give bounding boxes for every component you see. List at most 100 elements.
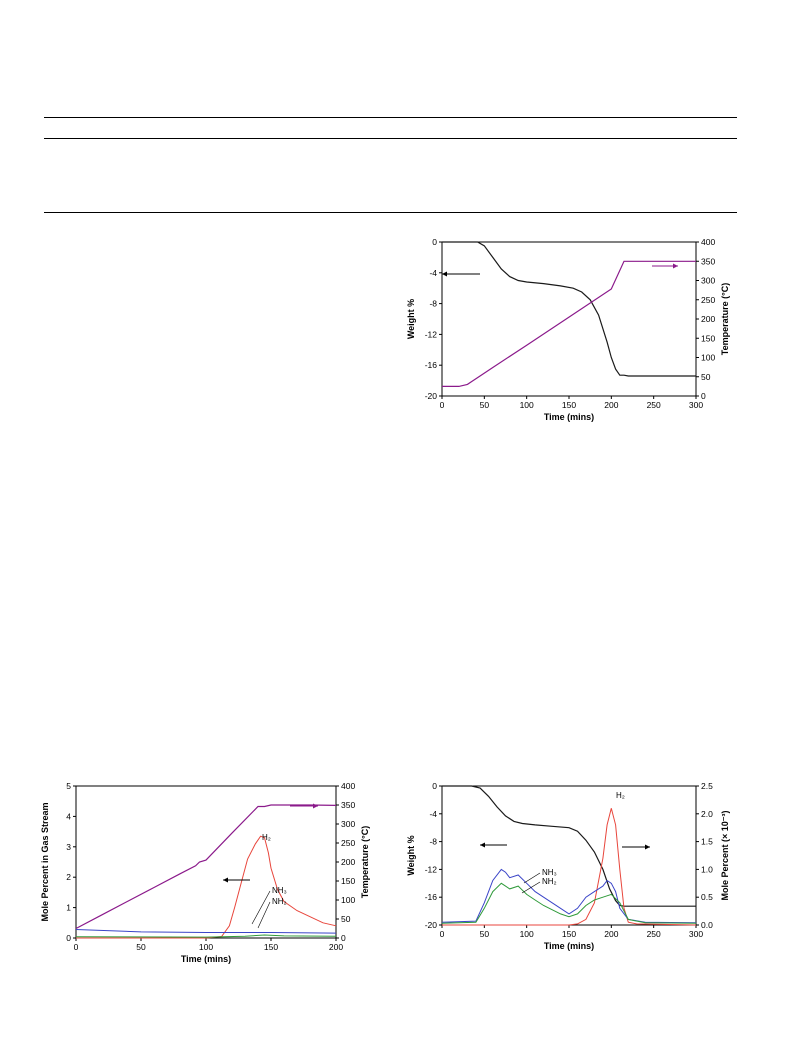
x-tick-label: 200 [604,929,618,939]
y-tick-label: -4 [429,809,437,819]
y-tick-label: -16 [425,892,438,902]
y2-tick-label: 300 [341,819,355,829]
x-tick-label: 0 [74,942,79,952]
x-tick-label: 0 [440,929,445,939]
y-tick-label: 0 [432,781,437,791]
y-tick-label: -20 [425,920,438,930]
y2-axis-label: Temperature (°C) [720,283,730,355]
x-axis-label: Time (mins) [544,941,594,951]
y2-tick-label: 0 [701,391,706,401]
x-tick-label: 250 [647,929,661,939]
weight-mole-percent-chart: 0 50 100 150 200 250 300 0 -4 -8 -12 -16 -20 2.5 2.0 1.… [400,765,745,965]
chart-svg-weight-temperature: 0 50 100 150 200 250 3000-4-8-12-16-2040035030… [406,237,730,422]
annotation-h2: H₂ [616,791,625,800]
x-axis-label: Time (mins) [544,412,594,422]
y-tick-label: 0 [432,237,437,247]
axis-arrow-head [673,263,678,269]
annotation-leader [251,890,271,925]
y2-tick-label: 300 [701,276,715,286]
y-tick-label: -12 [425,329,438,339]
y2-tick-label: 2.5 [701,781,713,791]
y2-axis-label: Temperature (°C) [360,826,370,898]
y2-tick-label: 0.5 [701,892,713,902]
annotation-nh3: NH₃ [542,868,557,877]
y2-tick-label: 200 [701,314,715,324]
series-h2-line [442,808,697,926]
plot-frame [75,785,337,939]
y2-tick-label: 200 [341,857,355,867]
y-tick-label: 2 [66,872,71,882]
y2-tick-label: 350 [341,800,355,810]
y2-tick-label: 2.0 [701,809,713,819]
y2-tick-label: 400 [341,781,355,791]
y2-tick-label: 150 [341,876,355,886]
x-tick-label: 150 [562,400,576,410]
series-nh3-line [75,929,337,934]
y-tick-label: -4 [429,268,437,278]
chart-svg-gas-stream: 0 50 100 150 200 5 4 3 2 1 0 400 350 300 250 200 150 100 5… [40,781,370,964]
middle-rule [44,138,737,139]
annotation-leader [521,881,541,894]
series-weight-line [442,241,696,377]
x-tick-label: 50 [136,942,146,952]
y2-tick-label: 0.0 [701,920,713,930]
y-axis-label: Weight % [406,299,416,339]
x-axis-label: Time (mins) [181,954,231,964]
axis-arrow-head [480,842,485,848]
y-tick-label: 3 [66,842,71,852]
series-nh2-line [75,934,337,938]
y2-tick-label: 50 [341,914,351,924]
y-tick-label: -8 [429,299,437,309]
y2-tick-label: 250 [701,295,715,305]
x-tick-label: 200 [329,942,343,952]
x-tick-label: 100 [520,400,534,410]
gas-stream-chart: 0 50 100 150 200 5 4 3 2 1 0 400 350 300 250 200 150 100 5… [40,778,385,976]
annotation-leader [257,901,271,929]
series-nh2-line [441,882,697,924]
annotation-nh2: NH₂ [272,897,287,906]
x-tick-label: 150 [562,929,576,939]
axis-arrow-head [223,877,228,883]
y-tick-label: -12 [425,864,438,874]
annotation-leader [523,872,541,884]
y2-tick-label: 150 [701,333,715,343]
weight-temperature-chart: 0 50 100 150 200 250 300 0 -4 -8 -12 -16 -20 400 350 30… [400,236,730,436]
x-tick-label: 150 [264,942,278,952]
y-tick-label: -8 [429,837,437,847]
series-nh3-line [441,868,697,924]
y-tick-label: -16 [425,360,438,370]
x-tick-label: 250 [647,400,661,410]
y2-tick-label: 400 [701,237,715,247]
annotation-h2: H₂ [262,833,271,842]
series-temperature-line [75,804,337,930]
y2-tick-label: 100 [341,895,355,905]
y-tick-label: 0 [66,933,71,943]
series-weight-line [442,785,696,907]
y-axis-label: Weight % [406,835,416,875]
annotation-nh3: NH₃ [272,886,287,895]
axis-arrow-head [645,844,650,850]
x-tick-label: 300 [689,929,703,939]
y2-tick-label: 50 [701,372,711,382]
y-tick-label: 4 [66,811,71,821]
y-tick-label: 5 [66,781,71,791]
y2-tick-label: 100 [701,353,715,363]
y2-tick-label: 250 [341,838,355,848]
x-tick-label: 100 [199,942,213,952]
x-tick-label: 300 [689,400,703,410]
bottom-rule [44,212,737,213]
series-temperature-line [442,260,696,387]
y2-axis-label: Mole Percent (× 10⁻³) [720,810,730,900]
x-tick-label: 50 [480,400,490,410]
x-tick-label: 50 [480,929,490,939]
x-tick-label: 100 [520,929,534,939]
y2-tick-label: 0 [341,933,346,943]
x-tick-label: 200 [604,400,618,410]
x-tick-label: 0 [440,400,445,410]
axis-arrow-head [313,803,318,809]
y-tick-label: 1 [66,903,71,913]
y2-tick-label: 350 [701,256,715,266]
y2-tick-label: 1.5 [701,837,713,847]
y-axis-label: Mole Percent in Gas Stream [40,802,50,921]
y-tick-label: -20 [425,391,438,401]
